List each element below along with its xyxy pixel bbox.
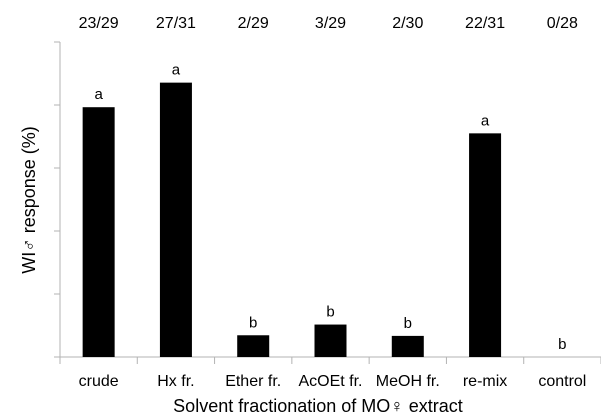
x-tick-label: Ether fr. [225,373,281,390]
x-tick-label: crude [79,373,119,390]
bar [159,82,192,357]
bar [314,324,347,357]
significance-letter: b [404,315,412,332]
y-axis [54,41,61,358]
y-axis-title: WI♂ response (%) [19,126,39,274]
x-tick-label: re-mix [463,373,507,390]
count-label: 2/30 [392,15,423,32]
x-axis [59,356,601,364]
significance-letter: a [481,112,490,129]
count-label: 0/28 [547,15,578,32]
x-tick-label: AcOEt fr. [298,373,362,390]
bar [469,133,502,357]
bar [82,107,115,357]
count-labels: 23/29 27/31 2/29 3/29 2/30 22/31 0/28 [79,15,578,32]
count-label: 22/31 [465,15,505,32]
significance-letter: b [326,304,334,321]
x-tick-label: control [538,373,586,390]
count-label: 23/29 [79,15,119,32]
x-tick-label: Hx fr. [157,373,194,390]
bar [237,335,270,357]
bars [82,82,502,357]
significance-letter: b [249,314,257,331]
count-label: 3/29 [315,15,346,32]
count-label: 2/29 [238,15,269,32]
significance-letter: b [558,336,566,353]
x-tick-label: MeOH fr. [376,373,440,390]
bar [391,335,424,357]
significance-letter: a [94,86,103,103]
significance-letters: a a b b b a b [94,62,566,353]
significance-letter: a [172,62,181,79]
count-label: 27/31 [156,15,196,32]
x-tick-labels: crude Hx fr. Ether fr. AcOEt fr. MeOH fr. re-… [79,373,587,390]
x-axis-title: Solvent fractionation of MO♀ extract [173,396,463,416]
